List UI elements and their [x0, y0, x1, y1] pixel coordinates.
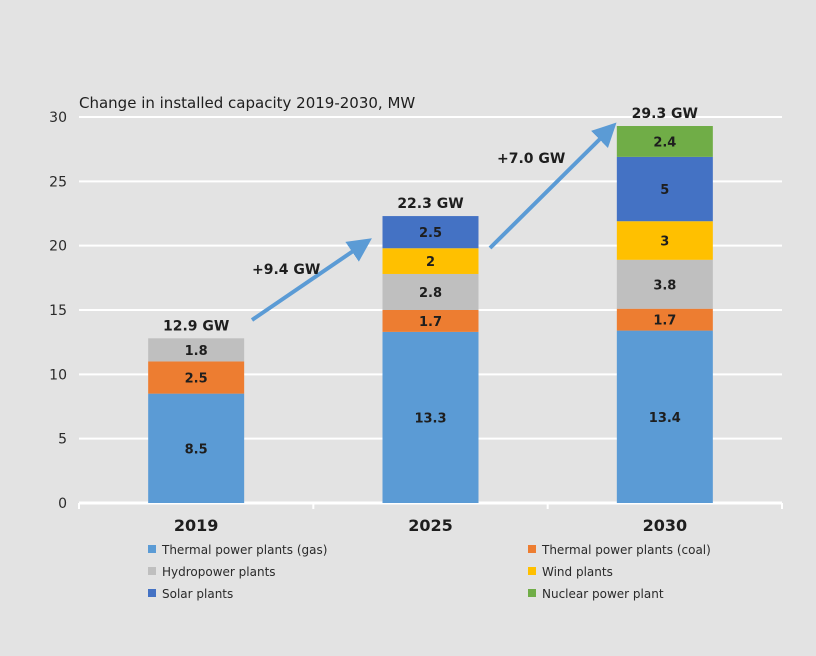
legend-label: Thermal power plants (gas) — [161, 543, 327, 557]
bar-segment — [148, 361, 245, 394]
segment-value-label: 2 — [426, 255, 435, 270]
segment-value-label: 2.5 — [185, 372, 208, 387]
legend-swatch — [528, 589, 536, 597]
legend-label: Thermal power plants (coal) — [541, 543, 711, 557]
legend-item: Thermal power plants (gas) — [148, 543, 327, 557]
legend-item: Solar plants — [148, 587, 233, 601]
x-axis: 2019 2025 2030 — [78, 503, 783, 535]
y-tick-label: 0 — [58, 496, 67, 512]
bar-segment — [382, 331, 479, 503]
y-tick-label: 15 — [49, 303, 67, 319]
legend-swatch — [148, 567, 156, 575]
growth-annotation-label: +7.0 GW — [497, 151, 565, 167]
growth-arrow — [250, 238, 372, 322]
segment-value-label: 5 — [660, 183, 669, 198]
x-category-label: 2019 — [174, 516, 219, 535]
segment-value-label: 1.7 — [419, 315, 442, 330]
y-axis-ticks: 0 5 10 15 20 25 30 — [49, 110, 67, 512]
bar-segment — [616, 308, 713, 331]
legend-item: Hydropower plants — [148, 565, 276, 579]
x-category-label: 2025 — [408, 516, 453, 535]
growth-arrow — [488, 122, 617, 250]
bar-segment — [616, 259, 713, 309]
segment-value-label: 3 — [660, 235, 669, 250]
bar-segment — [382, 216, 479, 249]
legend-swatch — [528, 567, 536, 575]
legend-item: Wind plants — [528, 565, 613, 579]
legend-item: Nuclear power plant — [528, 587, 664, 601]
legend-label: Nuclear power plant — [542, 587, 664, 601]
bar-segment — [616, 156, 713, 222]
x-category-label: 2030 — [643, 516, 688, 535]
y-tick-label: 10 — [49, 367, 67, 383]
segment-value-label: 2.5 — [419, 226, 442, 241]
segment-value-label: 13.4 — [649, 411, 681, 426]
bar-segment — [382, 248, 479, 274]
bar-segment — [148, 393, 245, 503]
y-tick-label: 20 — [49, 239, 67, 255]
segment-value-label: 2.4 — [653, 135, 676, 150]
bar-total-label: 12.9 GW — [163, 318, 229, 334]
bar-segment — [382, 310, 479, 332]
segment-value-label: 2.8 — [419, 286, 442, 301]
legend-item: Thermal power plants (coal) — [528, 543, 711, 557]
segment-value-label: 13.3 — [414, 411, 446, 426]
growth-annotations: +9.4 GW +7.0 GW — [250, 122, 617, 322]
chart-title: Change in installed capacity 2019-2030, … — [79, 94, 415, 112]
y-tick-label: 25 — [49, 174, 67, 190]
bar-segment — [148, 338, 245, 362]
legend: Thermal power plants (gas) Thermal power … — [148, 543, 711, 601]
bar-segment — [616, 126, 713, 157]
bar-segment — [616, 221, 713, 260]
legend-label: Hydropower plants — [162, 565, 276, 579]
y-tick-label: 5 — [58, 432, 67, 448]
bar-2025: 13.3 1.7 2.8 2 2.5 22.3 GW — [382, 196, 479, 503]
bar-segment — [382, 273, 479, 310]
legend-swatch — [148, 589, 156, 597]
legend-label: Solar plants — [162, 587, 233, 601]
segment-value-label: 1.7 — [653, 314, 676, 329]
segment-value-label: 1.8 — [185, 344, 208, 359]
bar-2030: 13.4 1.7 3.8 3 5 2.4 29.3 GW — [616, 106, 713, 503]
growth-annotation-label: +9.4 GW — [252, 262, 320, 278]
bar-2019: 8.5 2.5 1.8 12.9 GW — [148, 318, 245, 503]
bar-total-label: 22.3 GW — [397, 196, 463, 212]
legend-label: Wind plants — [542, 565, 613, 579]
legend-swatch — [148, 545, 156, 553]
y-tick-label: 30 — [49, 110, 67, 126]
legend-swatch — [528, 545, 536, 553]
segment-value-label: 8.5 — [185, 442, 208, 457]
segment-value-label: 3.8 — [653, 278, 676, 293]
bar-total-label: 29.3 GW — [632, 106, 698, 122]
bar-segment — [616, 330, 713, 503]
